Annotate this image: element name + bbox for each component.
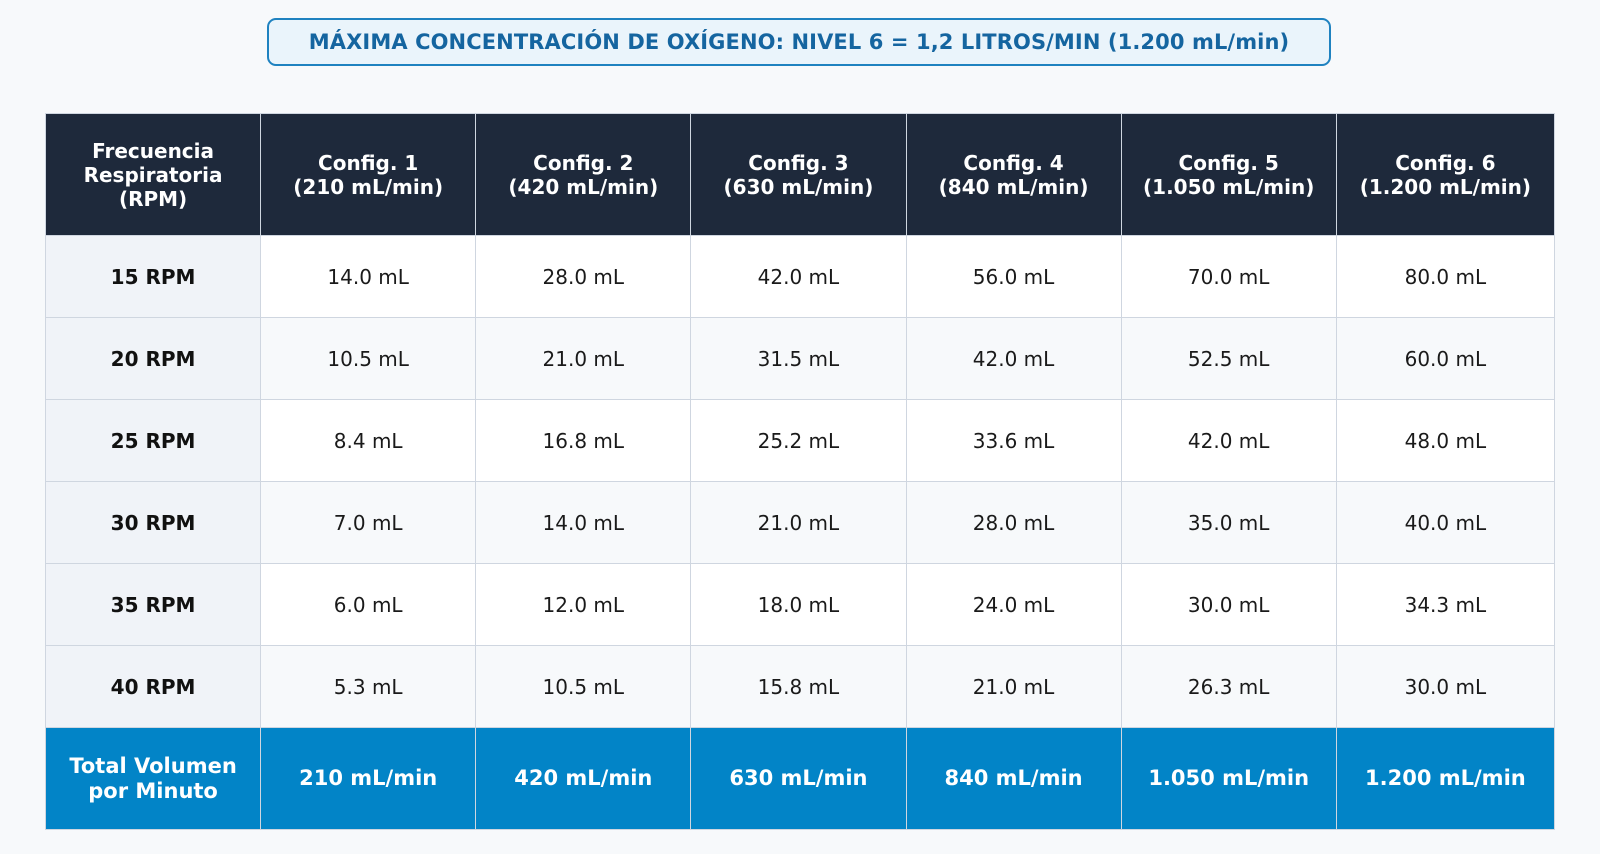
table-cell: 48.0 mL bbox=[1335, 399, 1556, 482]
table-cell: 80.0 mL bbox=[1335, 235, 1556, 318]
table-cell: 56.0 mL bbox=[905, 235, 1122, 318]
total-row-label: Total Volumen por Minuto bbox=[44, 727, 262, 830]
table-cell: 10.5 mL bbox=[475, 645, 692, 728]
table-cell: 12.0 mL bbox=[475, 563, 692, 646]
oxygen-volume-table: Frecuencia Respiratoria (RPM) Config. 1 … bbox=[44, 113, 1556, 830]
table-cell: 14.0 mL bbox=[475, 481, 692, 564]
table-cell: 42.0 mL bbox=[905, 317, 1122, 400]
table-cell: 28.0 mL bbox=[475, 235, 692, 318]
row-label: 30 RPM bbox=[44, 481, 262, 564]
table-cell: 15.8 mL bbox=[690, 645, 907, 728]
table-cell: 30.0 mL bbox=[1120, 563, 1337, 646]
table-cell: 16.8 mL bbox=[475, 399, 692, 482]
total-cell: 420 mL/min bbox=[475, 727, 692, 830]
table-cell: 21.0 mL bbox=[905, 645, 1122, 728]
table-cell: 60.0 mL bbox=[1335, 317, 1556, 400]
row-label: 35 RPM bbox=[44, 563, 262, 646]
table-row: 25 RPM 8.4 mL 16.8 mL 25.2 mL 33.6 mL 42… bbox=[44, 399, 1556, 482]
table-cell: 6.0 mL bbox=[260, 563, 477, 646]
column-header: Config. 5 (1.050 mL/min) bbox=[1120, 113, 1337, 236]
table-cell: 31.5 mL bbox=[690, 317, 907, 400]
table-cell: 24.0 mL bbox=[905, 563, 1122, 646]
row-label: 25 RPM bbox=[44, 399, 262, 482]
column-header: Config. 6 (1.200 mL/min) bbox=[1335, 113, 1556, 236]
row-label: 15 RPM bbox=[44, 235, 262, 318]
total-cell: 210 mL/min bbox=[260, 727, 477, 830]
title-banner: MÁXIMA CONCENTRACIÓN DE OXÍGENO: NIVEL 6… bbox=[267, 18, 1331, 66]
table-cell: 30.0 mL bbox=[1335, 645, 1556, 728]
total-cell: 840 mL/min bbox=[905, 727, 1122, 830]
table-cell: 52.5 mL bbox=[1120, 317, 1337, 400]
table-cell: 21.0 mL bbox=[475, 317, 692, 400]
row-label: 20 RPM bbox=[44, 317, 262, 400]
total-cell: 630 mL/min bbox=[690, 727, 907, 830]
total-row: Total Volumen por Minuto 210 mL/min 420 … bbox=[44, 727, 1556, 830]
table-cell: 42.0 mL bbox=[690, 235, 907, 318]
column-header: Config. 2 (420 mL/min) bbox=[475, 113, 692, 236]
table-cell: 21.0 mL bbox=[690, 481, 907, 564]
table-cell: 34.3 mL bbox=[1335, 563, 1556, 646]
column-header: Config. 1 (210 mL/min) bbox=[260, 113, 477, 236]
table-cell: 14.0 mL bbox=[260, 235, 477, 318]
table-cell: 25.2 mL bbox=[690, 399, 907, 482]
table-row: 40 RPM 5.3 mL 10.5 mL 15.8 mL 21.0 mL 26… bbox=[44, 645, 1556, 728]
table-title: MÁXIMA CONCENTRACIÓN DE OXÍGENO: NIVEL 6… bbox=[308, 30, 1290, 54]
table-cell: 26.3 mL bbox=[1120, 645, 1337, 728]
table-cell: 33.6 mL bbox=[905, 399, 1122, 482]
header-row: Frecuencia Respiratoria (RPM) Config. 1 … bbox=[44, 113, 1556, 236]
table-cell: 70.0 mL bbox=[1120, 235, 1337, 318]
table-cell: 40.0 mL bbox=[1335, 481, 1556, 564]
table-cell: 8.4 mL bbox=[260, 399, 477, 482]
total-cell: 1.050 mL/min bbox=[1120, 727, 1337, 830]
table-cell: 42.0 mL bbox=[1120, 399, 1337, 482]
row-label: 40 RPM bbox=[44, 645, 262, 728]
table-cell: 10.5 mL bbox=[260, 317, 477, 400]
table-cell: 35.0 mL bbox=[1120, 481, 1337, 564]
table-cell: 18.0 mL bbox=[690, 563, 907, 646]
table-cell: 5.3 mL bbox=[260, 645, 477, 728]
table-cell: 28.0 mL bbox=[905, 481, 1122, 564]
table-row: 15 RPM 14.0 mL 28.0 mL 42.0 mL 56.0 mL 7… bbox=[44, 235, 1556, 318]
table-row: 35 RPM 6.0 mL 12.0 mL 18.0 mL 24.0 mL 30… bbox=[44, 563, 1556, 646]
table-row: 20 RPM 10.5 mL 21.0 mL 31.5 mL 42.0 mL 5… bbox=[44, 317, 1556, 400]
column-header: Frecuencia Respiratoria (RPM) bbox=[44, 113, 262, 236]
column-header: Config. 4 (840 mL/min) bbox=[905, 113, 1122, 236]
table-row: 30 RPM 7.0 mL 14.0 mL 21.0 mL 28.0 mL 35… bbox=[44, 481, 1556, 564]
column-header: Config. 3 (630 mL/min) bbox=[690, 113, 907, 236]
total-cell: 1.200 mL/min bbox=[1335, 727, 1556, 830]
table-cell: 7.0 mL bbox=[260, 481, 477, 564]
